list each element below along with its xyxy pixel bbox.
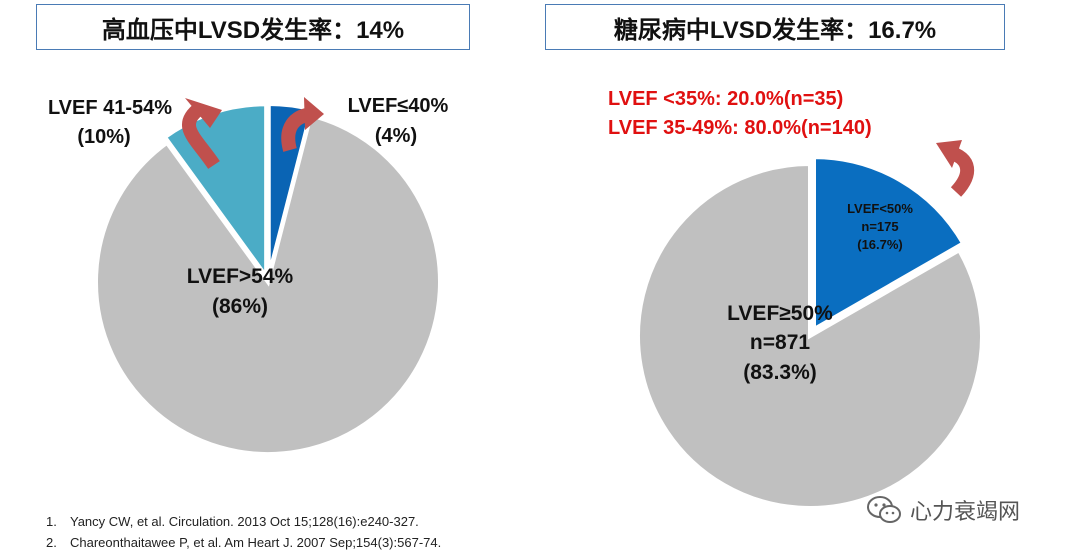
label-mid-name: LVEF 41-54%	[48, 97, 172, 119]
main-label-pct: (83.3%)	[743, 361, 817, 384]
reference-number: 1.	[46, 514, 57, 529]
label-mid-pct: (10%)	[77, 126, 130, 148]
reference-item: 2. Chareonthaitawee P, et al. Am Heart J.…	[46, 532, 441, 553]
chart-title-diabetes: 糖尿病中LVSD发生率：16.7%	[545, 4, 1005, 50]
pie-chart-diabetes	[636, 155, 984, 510]
watermark: 心力衰竭网	[866, 494, 1020, 526]
pie-slice-1	[812, 155, 966, 333]
arrow-icon-diabetes	[936, 140, 975, 197]
reference-text: Chareonthaitawee P, et al. Am Heart J. 2…	[70, 535, 442, 550]
label-low-pct: (4%)	[375, 125, 417, 147]
main-label-n: n=871	[750, 331, 810, 354]
pie-slice-2	[94, 112, 442, 456]
watermark-text: 心力衰竭网	[910, 499, 1021, 524]
breakdown-line-2: LVEF 35-49%: 80.0%(n=140)	[608, 117, 872, 139]
reference-text: Yancy CW, et al. Circulation. 2013 Oct 1…	[70, 514, 419, 529]
slice-label-n: n=175	[861, 219, 898, 234]
label-low-name: LVEF≤40%	[348, 95, 449, 117]
slice-label-name: LVEF<50%	[847, 201, 913, 216]
label-main-name: LVEF>54%	[187, 265, 294, 288]
breakdown-line-1: LVEF <35%: 20.0%(n=35)	[608, 88, 843, 110]
slice-label-pct: (16.7%)	[857, 237, 903, 252]
pie-chart-hypertension	[94, 102, 442, 456]
label-main-pct: (86%)	[212, 295, 268, 318]
chart-title-hypertension: 高血压中LVSD发生率：14%	[36, 4, 470, 50]
pie-slice-2	[636, 161, 984, 510]
wechat-icon	[867, 496, 901, 523]
reference-item: 1. Yancy CW, et al. Circulation. 2013 Oct…	[46, 511, 441, 532]
reference-number: 2.	[46, 535, 57, 550]
arrow-icon-mid	[182, 98, 222, 169]
arrow-icon-low	[281, 97, 324, 152]
references: 1. Yancy CW, et al. Circulation. 2013 Oct…	[46, 511, 441, 553]
main-label-name: LVEF≥50%	[727, 302, 833, 325]
